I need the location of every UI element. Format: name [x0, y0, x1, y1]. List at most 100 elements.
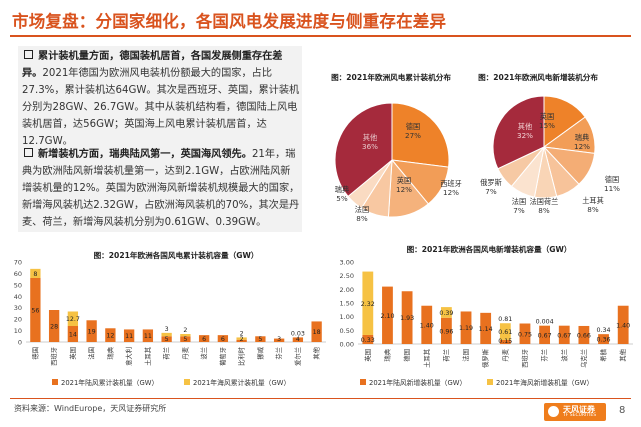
pie-slice-value: 7% — [513, 206, 525, 215]
offshore-bar — [180, 334, 191, 337]
pie-slice-label: 其他 — [363, 133, 377, 142]
onshore-bar-label: 1.19 — [459, 325, 473, 332]
offshore-bar-label: 2.32 — [361, 301, 375, 308]
offshore-bar-label: 0.39 — [439, 310, 453, 317]
x-tick-label: 土耳其 — [422, 349, 431, 368]
logo-text: 天风证券 — [563, 405, 595, 414]
offshore-bar — [30, 268, 41, 278]
logo-mark-icon — [548, 406, 559, 417]
onshore-bar — [123, 329, 135, 342]
x-tick-label: 意大利 — [124, 347, 133, 366]
y-tick-label: 2.00 — [340, 286, 354, 294]
pie-slice-label: 英国 — [397, 176, 411, 185]
onshore-bar — [67, 326, 79, 342]
pie-slice-value: 12% — [443, 188, 459, 197]
x-tick-label: 法国 — [461, 349, 470, 362]
onshore-bar — [382, 286, 393, 344]
legend-swatch-onshore — [52, 379, 58, 385]
paragraph-body: 21年，瑞典为欧洲陆风新增装机量第一，达到2.1GW，占欧洲陆风新增装机量的12… — [22, 149, 300, 228]
bullet-box-icon — [24, 50, 33, 59]
onshore-bar — [421, 305, 433, 344]
y-tick-label: 20 — [14, 316, 22, 324]
onshore-bar — [362, 334, 374, 344]
onshore-bar — [273, 338, 285, 342]
onshore-bar — [440, 317, 452, 344]
paragraph-heading: 累计装机量方面，德国装机居首，各国发展侧重存在差异。 — [22, 51, 283, 79]
logo-subtext: TF SECURITIES — [563, 413, 597, 418]
onshore-bar-label: 5 — [165, 336, 169, 343]
x-tick-label: 芬兰 — [540, 349, 549, 362]
y-tick-label: 70 — [14, 259, 22, 267]
pie-slice-label: 其他 — [518, 122, 532, 131]
legend-label-onshore: 2021年陆风累计装机量（GW） — [61, 378, 158, 387]
offshore-bar-label: 0.03 — [291, 330, 305, 337]
x-tick-label: 比利时 — [237, 346, 246, 366]
pie-slice-value: 12% — [396, 185, 412, 194]
source-note: 资料来源：WindEurope，天风证券研究所 — [14, 404, 167, 413]
onshore-bar-label: 0.66 — [577, 332, 591, 339]
pie-slice-label: 西班牙 — [440, 179, 462, 188]
onshore-bar-label: 5 — [258, 336, 262, 343]
x-tick-label: 德国 — [30, 347, 39, 360]
pie-slice-value: 8% — [538, 206, 550, 215]
x-tick-label: 乌克兰 — [579, 349, 588, 368]
x-tick-label: 法国 — [87, 347, 96, 360]
onshore-bar — [255, 336, 266, 342]
onshore-bar — [617, 305, 629, 344]
onshore-bar-label: 1.93 — [400, 315, 414, 322]
onshore-bar-label: 0.36 — [597, 337, 611, 344]
y-tick-label: 30 — [14, 304, 22, 312]
onshore-bar — [142, 329, 154, 342]
legend-label-offshore: 2021年海风累计装机量（GW） — [193, 378, 290, 387]
offshore-bar-label: 2 — [183, 327, 187, 334]
onshore-bar — [30, 278, 41, 342]
x-tick-label: 荷兰 — [162, 347, 171, 360]
y-tick-label: 0 — [18, 339, 22, 347]
onshore-bar-label: 11 — [125, 333, 133, 340]
x-tick-label: 德国 — [402, 349, 411, 362]
x-tick-label: 俄罗斯 — [481, 348, 490, 368]
onshore-bar-label: 0.67 — [538, 332, 552, 339]
y-tick-label: 0.00 — [340, 341, 354, 349]
onshore-bar — [86, 320, 97, 342]
onshore-bar — [519, 323, 531, 344]
x-tick-label: 芬兰 — [274, 347, 283, 360]
pie-slice-value: 32% — [517, 131, 533, 140]
onshore-bar-label: 2 — [240, 336, 244, 343]
pie-slice-label: 英国 — [540, 112, 554, 121]
offshore-bar — [67, 311, 79, 326]
offshore-bar — [161, 332, 172, 337]
y-tick-label: 50 — [14, 281, 22, 289]
pie-slice-value: 11% — [604, 184, 620, 193]
x-tick-label: 西班牙 — [520, 349, 529, 368]
pie-slice — [391, 102, 450, 168]
legend-swatch-offshore — [184, 379, 190, 385]
y-tick-label: 3.00 — [340, 259, 354, 267]
pie-slice-value: 27% — [405, 131, 421, 140]
x-tick-label: 丹麦 — [500, 348, 509, 361]
pie-slice-label: 法国荷兰 — [530, 197, 559, 206]
x-tick-label: 英国 — [363, 349, 372, 362]
pie-title: 图：2021年欧洲风电新增装机分布 — [478, 72, 598, 82]
pie-slice-value: 8% — [587, 205, 599, 214]
offshore-bar — [362, 271, 374, 335]
x-tick-label: 波兰 — [559, 349, 568, 362]
y-tick-label: 2.50 — [340, 272, 354, 280]
y-tick-label: 1.50 — [340, 300, 354, 308]
pie-slice-label: 德国 — [406, 122, 420, 131]
legend-label-offshore: 2021年海风新增装机量（GW） — [496, 378, 593, 387]
x-tick-label: 葡萄牙 — [218, 347, 227, 366]
onshore-bar — [598, 334, 609, 344]
legend-swatch-offshore — [487, 379, 493, 385]
onshore-bar-label: 56 — [31, 308, 39, 315]
x-tick-label: 英国 — [68, 347, 77, 360]
summary-panel: 累计装机量方面，德国装机居首，各国发展侧重存在差异。2021年德国为欧洲风电装机… — [18, 46, 302, 232]
y-tick-label: 1.00 — [340, 313, 354, 321]
x-tick-label: 其他 — [618, 348, 627, 361]
offshore-bar-label: 0.61 — [498, 329, 512, 336]
pie-slice-label: 法国 — [512, 197, 526, 206]
onshore-bar — [292, 337, 304, 342]
offshore-bar-label: 12.7 — [66, 316, 80, 323]
paragraph-body: 2021年德国为欧洲风电装机份额最大的国家，占比27.3%，累计装机达64GW。… — [22, 68, 300, 147]
